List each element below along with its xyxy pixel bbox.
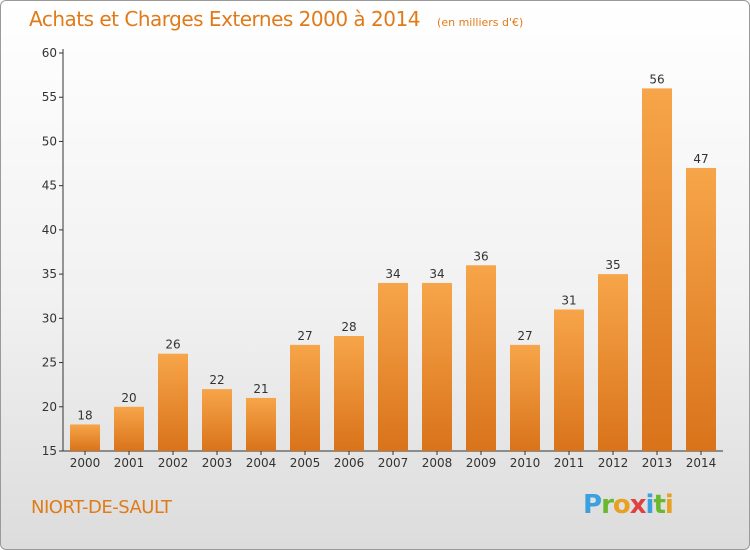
x-tick-label: 2006 (334, 456, 365, 470)
data-label: 36 (473, 249, 488, 263)
bar (686, 167, 716, 451)
x-tick-label: 2000 (70, 456, 101, 470)
x-tick-label: 2004 (246, 456, 277, 470)
x-tick-label: 2003 (202, 456, 233, 470)
data-label: 35 (605, 258, 620, 272)
data-label: 34 (429, 267, 444, 281)
y-tick-label: 60 (42, 46, 57, 60)
data-label: 31 (561, 293, 576, 307)
data-label: 28 (341, 320, 356, 334)
x-tick-label: 2013 (642, 456, 673, 470)
y-tick-label: 40 (42, 223, 57, 237)
logo-letter: r (601, 490, 614, 520)
x-tick-label: 2010 (510, 456, 541, 470)
y-tick-label: 15 (42, 444, 57, 458)
bar (642, 88, 672, 451)
data-label: 56 (649, 72, 664, 86)
x-tick-label: 2012 (598, 456, 629, 470)
logo-letter: o (612, 490, 631, 520)
data-label: 26 (165, 338, 180, 352)
x-tick-label: 2002 (158, 456, 189, 470)
logo-letter: i (664, 490, 674, 520)
place-name: NIORT-DE-SAULT (31, 497, 172, 518)
x-tick-label: 2011 (554, 456, 585, 470)
title-row: Achats et Charges Externes 2000 à 2014 (… (29, 7, 523, 31)
x-tick-label: 2014 (686, 456, 717, 470)
bar (246, 397, 276, 451)
bar (422, 282, 452, 451)
data-label: 22 (209, 373, 224, 387)
data-label: 21 (253, 382, 268, 396)
x-tick-label: 2005 (290, 456, 321, 470)
bar (378, 282, 408, 451)
bar (70, 424, 100, 451)
x-tick-label: 2009 (466, 456, 497, 470)
chart-subtitle: (en milliers d'€) (437, 16, 524, 29)
chart-title: Achats et Charges Externes 2000 à 2014 (29, 7, 420, 31)
logo-letter: P (583, 490, 602, 520)
bar (466, 265, 496, 451)
bar (554, 309, 584, 451)
data-label: 18 (77, 408, 92, 422)
bar (202, 389, 232, 451)
data-label: 34 (385, 267, 400, 281)
y-tick-label: 55 (42, 90, 57, 104)
x-tick-label: 2007 (378, 456, 409, 470)
y-tick-label: 20 (42, 400, 57, 414)
x-tick-label: 2001 (114, 456, 145, 470)
logo-letter: x (629, 490, 647, 520)
logo-letter: i (645, 490, 655, 520)
bar (290, 344, 320, 451)
data-label: 27 (297, 329, 312, 343)
bar (510, 344, 540, 451)
data-label: 27 (517, 329, 532, 343)
proxiti-logo: Proxiti (583, 490, 674, 520)
bar (158, 353, 188, 451)
data-label: 47 (693, 152, 708, 166)
bar (598, 274, 628, 451)
bar (334, 336, 364, 451)
y-tick-label: 30 (42, 311, 57, 325)
logo-letter: t (653, 490, 665, 520)
bar (114, 406, 144, 451)
data-label: 20 (121, 391, 136, 405)
y-tick-label: 25 (42, 356, 57, 370)
y-tick-label: 45 (42, 179, 57, 193)
y-tick-label: 35 (42, 267, 57, 281)
x-tick-label: 2008 (422, 456, 453, 470)
y-tick-label: 50 (42, 134, 57, 148)
